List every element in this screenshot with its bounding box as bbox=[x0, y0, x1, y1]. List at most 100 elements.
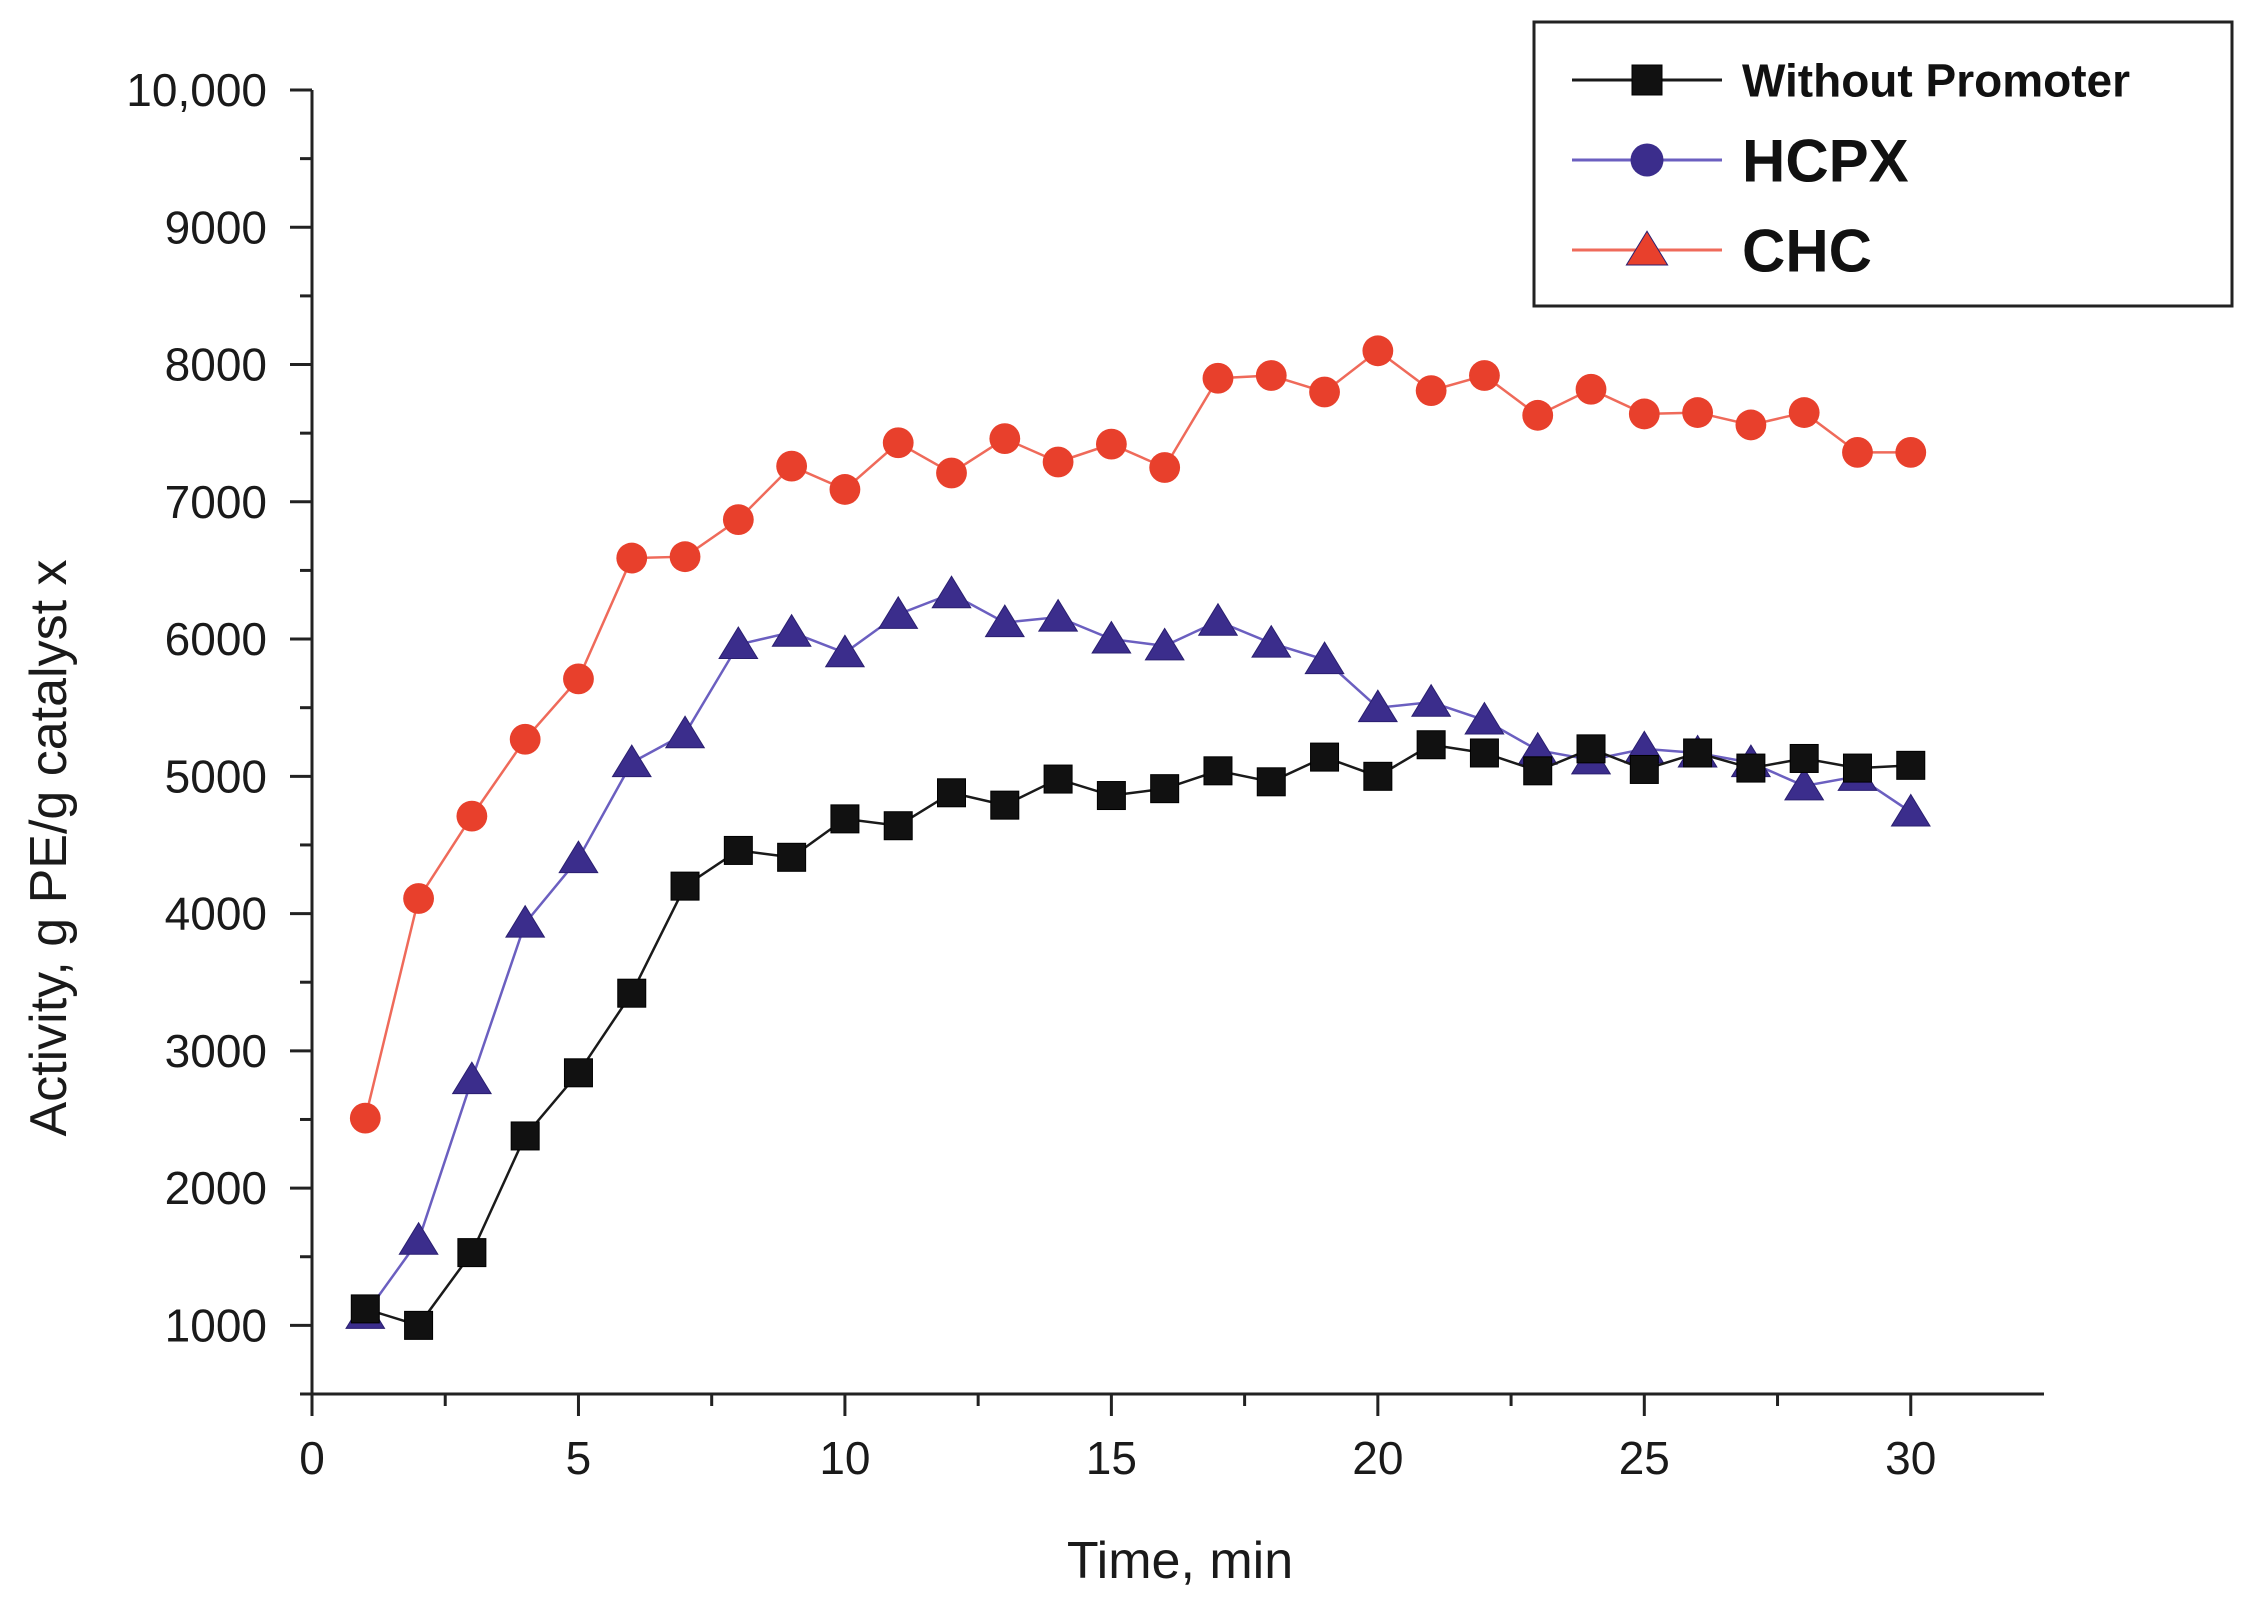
data-point-chc bbox=[1682, 397, 1713, 428]
x-tick-label: 10 bbox=[819, 1432, 870, 1484]
data-point-chc bbox=[509, 723, 541, 755]
legend-marker-without-promoter bbox=[1631, 64, 1663, 96]
data-point-chc bbox=[722, 504, 754, 536]
data-point-chc bbox=[616, 542, 648, 574]
y-tick-label: 1000 bbox=[165, 1299, 267, 1351]
data-point-without-promoter bbox=[1523, 756, 1553, 786]
data-point-hcpx bbox=[931, 575, 972, 609]
data-point-without-promoter bbox=[1256, 767, 1286, 797]
data-point-without-promoter bbox=[1736, 753, 1766, 783]
data-point-without-promoter bbox=[1842, 753, 1872, 783]
data-point-hcpx bbox=[1251, 624, 1292, 658]
data-point-without-promoter bbox=[777, 842, 807, 872]
data-point-hcpx bbox=[771, 613, 812, 647]
data-point-without-promoter bbox=[1683, 738, 1713, 768]
x-tick-label: 0 bbox=[299, 1432, 325, 1484]
data-point-hcpx bbox=[1091, 620, 1132, 654]
data-point-chc bbox=[456, 800, 488, 832]
data-point-without-promoter bbox=[883, 811, 913, 841]
data-point-without-promoter bbox=[404, 1310, 434, 1340]
x-tick-label: 30 bbox=[1885, 1432, 1936, 1484]
data-point-chc bbox=[1309, 376, 1340, 408]
data-point-hcpx bbox=[718, 626, 759, 660]
data-point-chc bbox=[1735, 409, 1767, 441]
data-point-chc bbox=[1895, 436, 1927, 468]
data-point-chc bbox=[349, 1102, 381, 1134]
data-point-chc bbox=[1202, 362, 1234, 394]
data-point-without-promoter bbox=[1043, 764, 1073, 794]
data-point-chc bbox=[882, 427, 914, 459]
data-point-hcpx bbox=[611, 744, 652, 778]
data-point-without-promoter bbox=[1576, 734, 1606, 764]
series-layer bbox=[345, 335, 1931, 1340]
data-point-chc bbox=[403, 883, 434, 914]
data-point-chc bbox=[1149, 452, 1181, 483]
data-point-hcpx bbox=[878, 595, 919, 629]
legend-marker-hcpx bbox=[1630, 143, 1664, 177]
data-point-hcpx bbox=[1197, 602, 1239, 636]
x-tick-label: 25 bbox=[1619, 1432, 1670, 1484]
data-point-chc bbox=[1415, 375, 1447, 407]
series-without-promoter bbox=[350, 730, 1926, 1340]
data-point-without-promoter bbox=[1310, 742, 1340, 772]
data-point-hcpx bbox=[558, 840, 599, 874]
legend-label-hcpx: HCPX bbox=[1742, 128, 1909, 195]
data-point-hcpx bbox=[664, 715, 706, 749]
y-tick-label: 7000 bbox=[165, 476, 267, 528]
data-point-without-promoter bbox=[1416, 730, 1446, 760]
x-axis-title: Time, min bbox=[1067, 1532, 1293, 1590]
data-point-without-promoter bbox=[1096, 781, 1126, 811]
data-point-without-promoter bbox=[723, 835, 753, 865]
data-point-without-promoter bbox=[1896, 750, 1926, 780]
series-line-hcpx bbox=[364, 592, 1912, 1316]
data-point-hcpx bbox=[451, 1061, 493, 1095]
legend-item-hcpx: HCPX bbox=[1572, 128, 1909, 195]
data-point-without-promoter bbox=[670, 871, 700, 901]
data-point-chc bbox=[829, 474, 861, 505]
data-point-without-promoter bbox=[1629, 754, 1659, 784]
data-point-chc bbox=[1362, 335, 1394, 367]
data-point-hcpx bbox=[1890, 793, 1931, 827]
x-tick-label: 5 bbox=[566, 1432, 592, 1484]
data-point-without-promoter bbox=[1469, 738, 1499, 768]
data-point-hcpx bbox=[1410, 683, 1452, 717]
data-point-hcpx bbox=[1144, 627, 1185, 661]
data-point-hcpx bbox=[1037, 598, 1079, 632]
data-point-chc bbox=[776, 450, 808, 482]
data-point-without-promoter bbox=[937, 778, 967, 808]
y-tick-label: 6000 bbox=[165, 613, 267, 665]
data-point-hcpx bbox=[1464, 701, 1505, 735]
y-tick-label: 4000 bbox=[165, 888, 267, 940]
legend-label-without-promoter: Without Promoter bbox=[1742, 55, 2130, 107]
data-point-chc bbox=[1095, 428, 1127, 460]
series-line-chc bbox=[364, 349, 1911, 1119]
data-point-hcpx bbox=[1784, 767, 1825, 801]
data-point-chc bbox=[563, 663, 594, 695]
data-point-chc bbox=[1842, 436, 1873, 468]
data-point-hcpx bbox=[505, 904, 546, 938]
data-point-without-promoter bbox=[1363, 761, 1393, 791]
data-point-without-promoter bbox=[990, 790, 1020, 820]
data-point-hcpx bbox=[398, 1221, 439, 1255]
data-point-without-promoter bbox=[1789, 743, 1819, 773]
data-point-without-promoter bbox=[563, 1058, 593, 1088]
legend-label-chc: CHC bbox=[1742, 218, 1872, 285]
data-point-chc bbox=[1788, 397, 1820, 428]
legend: Without Promoter HCPX CHC bbox=[1532, 20, 2234, 308]
data-point-chc bbox=[1255, 360, 1287, 391]
data-point-hcpx bbox=[824, 634, 866, 668]
data-point-chc bbox=[1575, 373, 1607, 405]
y-axis-title: Activity, g PE/g catalyst x bbox=[20, 559, 78, 1136]
legend-item-chc: CHC bbox=[1572, 218, 1872, 285]
data-point-without-promoter bbox=[1150, 774, 1180, 804]
legend-item-without-promoter: Without Promoter bbox=[1572, 55, 2130, 107]
data-point-without-promoter bbox=[457, 1238, 487, 1268]
series-chc bbox=[349, 335, 1927, 1134]
y-tick-label: 3000 bbox=[165, 1025, 267, 1077]
y-tick-label: 9000 bbox=[165, 201, 267, 253]
data-point-chc bbox=[1628, 398, 1660, 430]
data-point-without-promoter bbox=[617, 978, 647, 1008]
y-tick-label: 2000 bbox=[165, 1162, 267, 1214]
data-point-chc bbox=[669, 541, 701, 573]
